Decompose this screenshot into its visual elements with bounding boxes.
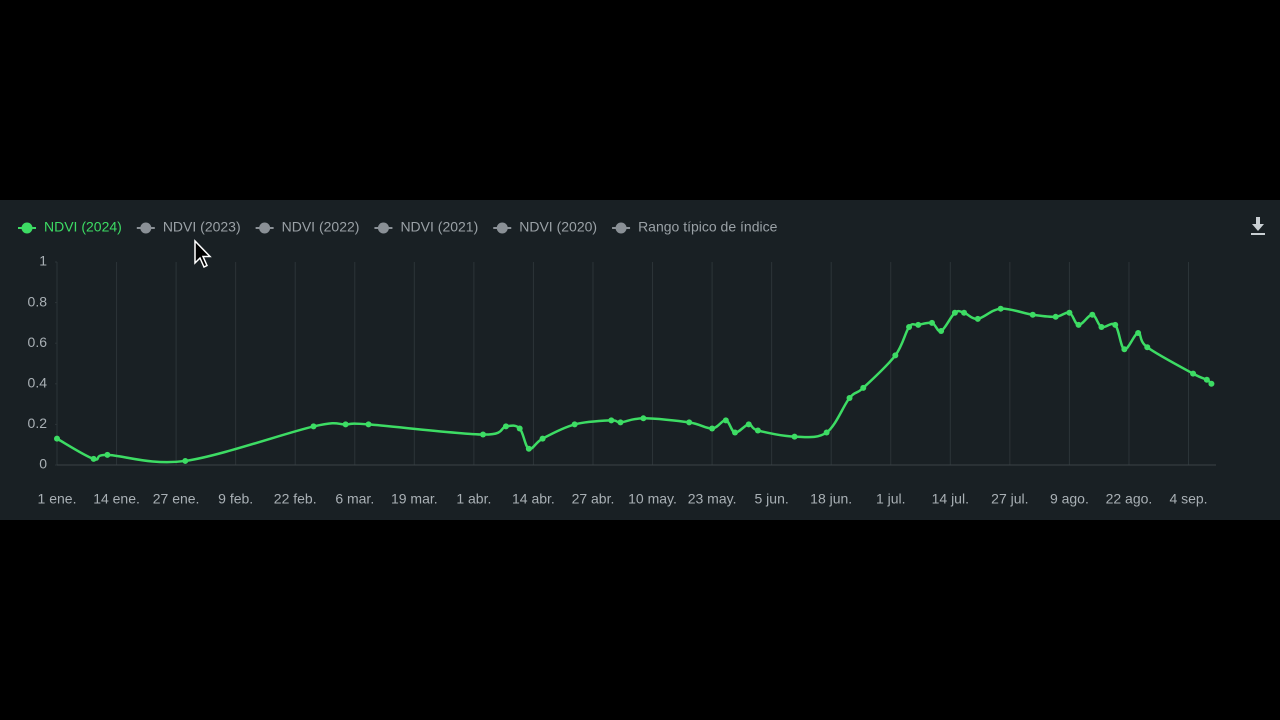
data-point (1190, 370, 1197, 377)
x-tick-label: 23 may. (688, 491, 737, 507)
legend-item[interactable]: NDVI (2023) (136, 219, 241, 235)
data-point (906, 323, 913, 330)
download-button[interactable] (1251, 217, 1265, 235)
data-point (745, 421, 752, 428)
legend-marker (140, 222, 152, 234)
data-point (892, 352, 899, 359)
legend-item[interactable]: NDVI (2021) (374, 219, 478, 235)
data-point (974, 315, 981, 322)
y-tick-label: 0 (39, 456, 47, 472)
legend-item[interactable]: Rango típico de índice (612, 219, 778, 235)
data-point (54, 435, 60, 442)
data-point (1089, 311, 1096, 318)
data-point (1203, 376, 1210, 383)
legend-label: NDVI (2024) (44, 219, 122, 235)
data-point (539, 435, 546, 442)
x-tick-label: 1 ene. (38, 491, 77, 507)
legend-label: NDVI (2020) (519, 219, 597, 235)
legend-marker (377, 222, 389, 234)
y-tick-label: 0.6 (28, 334, 48, 350)
x-tick-label: 1 jul. (876, 491, 906, 507)
data-point (823, 429, 830, 436)
legend-label: Rango típico de índice (638, 219, 778, 235)
data-point (709, 425, 716, 432)
grid: 1 ene. 14 ene. 27 ene. 9 feb. 22 feb. 6 mar. 1… (28, 253, 1216, 507)
data-point (951, 309, 958, 316)
data-point (722, 417, 729, 424)
data-point (791, 433, 798, 440)
data-point (1098, 323, 1105, 330)
mouse-cursor (194, 239, 212, 269)
data-point (310, 423, 317, 430)
data-point (1052, 313, 1059, 320)
legend-item[interactable]: NDVI (2020) (493, 219, 597, 235)
data-point (997, 305, 1004, 312)
legend-item[interactable]: NDVI (2024) (18, 219, 122, 235)
data-point (617, 419, 624, 426)
legend-label: NDVI (2022) (282, 219, 360, 235)
data-point (640, 415, 647, 422)
data-point (608, 417, 615, 424)
data-point (90, 455, 97, 462)
data-point (961, 309, 968, 316)
legend-marker (259, 222, 271, 234)
y-tick-label: 0.4 (28, 375, 48, 391)
data-point (502, 423, 509, 430)
y-tick-label: 0.8 (28, 293, 48, 309)
x-tick-label: 14 jul. (932, 491, 969, 507)
data-point (860, 384, 867, 391)
data-point (1066, 309, 1073, 316)
legend-marker (496, 222, 508, 234)
x-tick-label: 6 mar. (335, 491, 374, 507)
data-point (525, 445, 532, 452)
data-point (365, 421, 372, 428)
data-point (1144, 344, 1151, 351)
x-tick-label: 27 jul. (991, 491, 1028, 507)
legend-marker (615, 222, 627, 234)
data-point (571, 421, 578, 428)
data-point (342, 421, 349, 428)
x-tick-label: 4 sep. (1169, 491, 1207, 507)
data-point (1135, 330, 1142, 337)
x-tick-label: 9 ago. (1050, 491, 1089, 507)
x-tick-label: 1 abr. (456, 491, 491, 507)
data-point (754, 427, 761, 434)
legend-label: NDVI (2023) (163, 219, 241, 235)
legend: NDVI (2024) NDVI (2023) NDVI (2022) NDVI (2… (18, 219, 778, 235)
y-tick-label: 0.2 (28, 415, 48, 431)
x-tick-label: 5 jun. (755, 491, 789, 507)
x-tick-label: 18 jun. (810, 491, 852, 507)
x-tick-label: 14 ene. (93, 491, 140, 507)
data-point (1029, 311, 1036, 318)
x-tick-label: 22 feb. (274, 491, 317, 507)
legend-label: NDVI (2021) (400, 219, 478, 235)
data-point (846, 395, 853, 402)
x-tick-label: 9 feb. (218, 491, 253, 507)
data-point (938, 328, 945, 335)
data-point (480, 431, 487, 438)
x-tick-label: 22 ago. (1106, 491, 1153, 507)
legend-marker (21, 222, 33, 234)
y-tick-label: 1 (39, 253, 47, 269)
data-point (182, 457, 189, 464)
x-tick-label: 27 abr. (572, 491, 615, 507)
data-point (731, 429, 738, 436)
data-point (104, 451, 111, 458)
x-tick-label: 27 ene. (153, 491, 200, 507)
data-point (1121, 346, 1128, 353)
legend-item[interactable]: NDVI (2022) (255, 219, 360, 235)
data-point (928, 319, 935, 326)
data-point (1075, 321, 1082, 328)
plot (54, 305, 1215, 464)
chart-panel (0, 200, 1280, 520)
data-point (1208, 380, 1215, 387)
data-point (915, 321, 922, 328)
x-tick-label: 19 mar. (391, 491, 438, 507)
x-tick-label: 10 may. (628, 491, 677, 507)
data-point (686, 419, 693, 426)
data-point (516, 425, 523, 432)
data-point (1112, 321, 1119, 328)
x-tick-label: 14 abr. (512, 491, 555, 507)
